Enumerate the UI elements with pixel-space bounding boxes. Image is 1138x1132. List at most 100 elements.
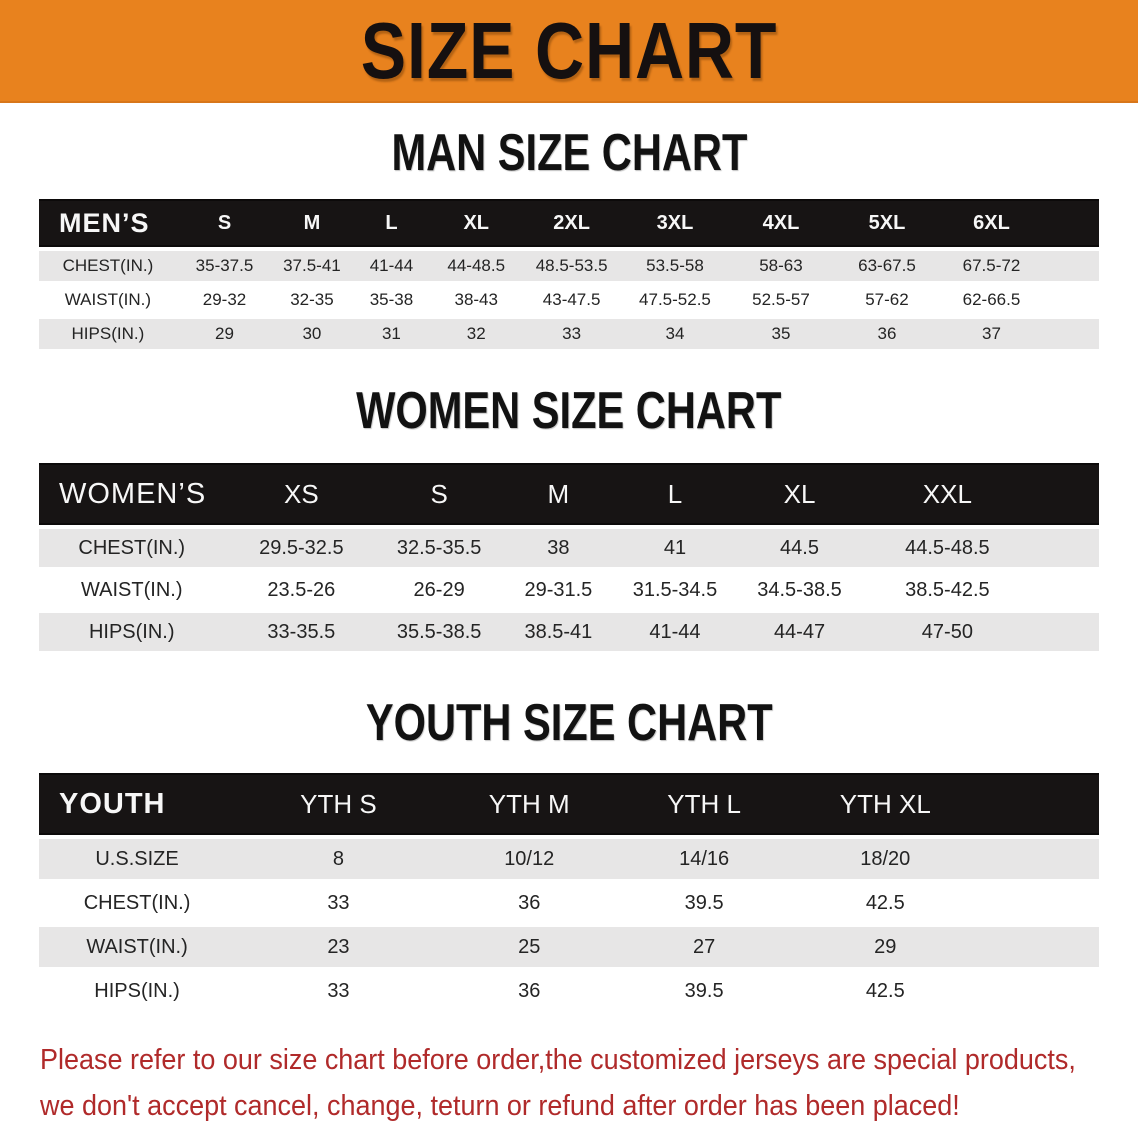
man-size-chart-heading: MAN SIZE CHART [0,127,1138,179]
measurement-row: CHEST(IN.) 33 36 39.5 42.5 [39,879,1099,923]
size-value: 27 [616,923,792,967]
row-label: HIPS(IN.) [39,315,177,349]
size-value: 34 [621,315,728,349]
table-header-row: YOUTH YTH S YTH M YTH L YTH XL [39,773,1099,835]
size-value: 41-44 [616,609,734,651]
measurement-row: WAIST(IN.) 23 25 27 29 [39,923,1099,967]
disclaimer-line-1: Please refer to our size chart before or… [40,1044,1076,1076]
size-value: 32-35 [272,281,352,315]
men-table-header: MEN’S S M L XL 2XL 3XL 4XL 5XL 6XL [39,199,1099,247]
size-value: 23.5-26 [224,567,379,609]
size-value: 44-47 [733,609,866,651]
size-value: 38.5-41 [500,609,617,651]
size-value: 38-43 [431,281,522,315]
youth-section: YOUTH SIZE CHART YOUTH YTH S YTH M YTH L YTH… [0,697,1138,1011]
size-column-header: L [351,199,432,247]
table-title: WOMEN’S [39,463,225,525]
size-column-header: XL [431,199,522,247]
size-value: 37 [939,315,1099,349]
youth-size-table: YOUTH YTH S YTH M YTH L YTH XL U.S.SIZE 8 10/1… [39,773,1099,1011]
size-value: 39.5 [616,967,792,1011]
size-value: 63-67.5 [833,247,940,281]
row-label: HIPS(IN.) [39,967,236,1011]
size-value: 44.5-48.5 [865,525,1099,567]
size-value: 53.5-58 [621,247,728,281]
size-value: 44.5 [733,525,866,567]
size-value: 48.5-53.5 [521,247,622,281]
measurement-row: WAIST(IN.) 23.5-26 26-29 29-31.5 31.5-34.5 34… [39,567,1099,609]
size-column-header: M [500,463,617,525]
table-title: YOUTH [39,773,236,835]
size-value: 23 [235,923,442,967]
disclaimer-text: Please refer to our size chart before or… [40,1037,1138,1129]
size-value: 38.5-42.5 [865,567,1099,609]
size-value: 41 [616,525,734,567]
men-size-table: MEN’S S M L XL 2XL 3XL 4XL 5XL 6XL CHEST(IN.) 35-3… [39,199,1099,349]
youth-table-body: U.S.SIZE 8 10/12 14/16 18/20 CHEST(IN.) 33 36 39… [39,835,1099,1011]
size-value: 32.5-35.5 [378,525,501,567]
size-value: 18/20 [791,835,1099,879]
youth-table-header: YOUTH YTH S YTH M YTH L YTH XL [39,773,1099,835]
size-column-header: XXL [865,463,1099,525]
size-value: 36 [441,967,617,1011]
size-value: 10/12 [441,835,617,879]
size-column-header: M [272,199,352,247]
banner-title: SIZE CHART [360,5,778,95]
men-section: MAN SIZE CHART MEN’S S M L XL 2XL 3XL 4XL 5XL 6XL… [0,127,1138,349]
size-value: 26-29 [378,567,501,609]
size-value: 41-44 [351,247,432,281]
size-value: 36 [441,879,617,923]
measurement-row: HIPS(IN.) 33-35.5 35.5-38.5 38.5-41 41-44 44-… [39,609,1099,651]
row-label: WAIST(IN.) [39,923,236,967]
size-value: 47-50 [865,609,1099,651]
measurement-row: WAIST(IN.) 29-32 32-35 35-38 38-43 43-47.5 47.… [39,281,1099,315]
size-column-header: 6XL [939,199,1099,247]
size-column-header: L [616,463,734,525]
row-label: CHEST(IN.) [39,525,225,567]
women-size-table: WOMEN’S XS S M L XL XXL CHEST(IN.) 29.5-32.5 32.… [39,463,1099,651]
size-value: 32 [431,315,522,349]
size-column-header: S [176,199,273,247]
size-value: 58-63 [727,247,834,281]
women-table-header: WOMEN’S XS S M L XL XXL [39,463,1099,525]
size-value: 29-31.5 [500,567,617,609]
size-value: 35-38 [351,281,432,315]
measurement-row: HIPS(IN.) 29 30 31 32 33 34 35 36 37 [39,315,1099,349]
size-value: 39.5 [616,879,792,923]
size-column-header: YTH S [235,773,442,835]
size-value: 31.5-34.5 [616,567,734,609]
size-value: 43-47.5 [521,281,622,315]
size-value: 14/16 [616,835,792,879]
women-size-chart-heading: WOMEN SIZE CHART [0,385,1138,437]
measurement-row: HIPS(IN.) 33 36 39.5 42.5 [39,967,1099,1011]
table-header-row: MEN’S S M L XL 2XL 3XL 4XL 5XL 6XL [39,199,1099,247]
size-value: 37.5-41 [272,247,352,281]
measurement-row: CHEST(IN.) 35-37.5 37.5-41 41-44 44-48.5 48.5… [39,247,1099,281]
size-column-header: 3XL [621,199,728,247]
size-chart-banner: SIZE CHART [0,0,1138,103]
man-size-chart-heading-text: MAN SIZE CHART [391,124,747,182]
measurement-row: CHEST(IN.) 29.5-32.5 32.5-35.5 38 41 44.5 44.5… [39,525,1099,567]
size-value: 29.5-32.5 [224,525,379,567]
row-label: CHEST(IN.) [39,879,236,923]
size-value: 25 [441,923,617,967]
youth-size-chart-heading-text: YOUTH SIZE CHART [365,694,773,752]
size-value: 29 [791,923,1099,967]
size-value: 33 [521,315,622,349]
measurement-row: U.S.SIZE 8 10/12 14/16 18/20 [39,835,1099,879]
size-column-header: 2XL [521,199,622,247]
size-column-header: 5XL [833,199,940,247]
row-label: U.S.SIZE [39,835,236,879]
size-value: 35.5-38.5 [378,609,501,651]
size-value: 35-37.5 [176,247,273,281]
size-value: 62-66.5 [939,281,1099,315]
youth-size-chart-heading: YOUTH SIZE CHART [0,697,1138,749]
size-value: 42.5 [791,879,1099,923]
size-column-header: 4XL [727,199,834,247]
size-value: 44-48.5 [431,247,522,281]
row-label: HIPS(IN.) [39,609,225,651]
size-value: 52.5-57 [727,281,834,315]
size-value: 29 [176,315,273,349]
men-table-body: CHEST(IN.) 35-37.5 37.5-41 41-44 44-48.5 48.5… [39,247,1099,349]
size-value: 8 [235,835,442,879]
